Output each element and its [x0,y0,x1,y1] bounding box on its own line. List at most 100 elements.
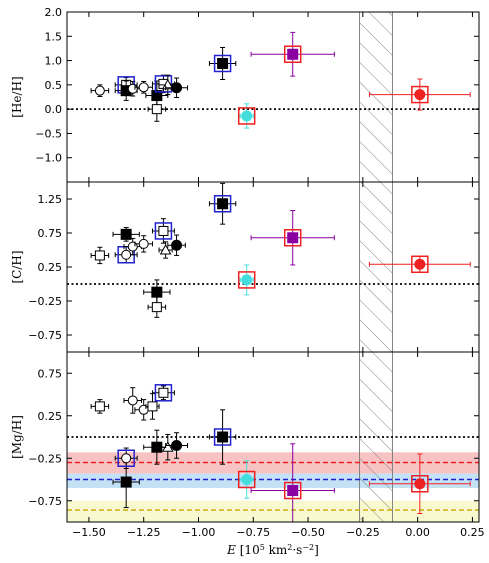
y-tick-label: 1.5 [45,30,63,43]
panel-plot-area [67,352,479,522]
marker-open-circle [138,238,149,249]
data-point [151,384,175,402]
marker-filled-square [217,198,229,210]
marker-filled-circle [241,110,253,122]
y-tick-label: −0.75 [28,329,62,342]
data-point [250,31,335,77]
data-point [112,227,140,242]
data-point [134,235,153,253]
y-tick-label: −0.75 [28,495,62,508]
marker-filled-circle [414,258,426,270]
x-tick-label: −0.25 [346,526,380,539]
marker-filled-circle [171,82,183,94]
x-tick-label: −1.25 [127,526,161,539]
y-axis-label: [C/H] [10,250,24,283]
x-tick-label: −0.50 [291,526,325,539]
y-tick-label: 0.75 [38,227,63,240]
marker-open-circle [121,249,132,260]
x-tick-label: 0.25 [460,526,485,539]
marker-open-circle [94,85,105,96]
data-point [208,46,237,81]
x-tick-label: −1.50 [72,526,106,539]
data-point [250,210,335,266]
y-tick-label: 0.5 [45,79,63,92]
marker-open-square [158,387,169,398]
y-tick-label: −0.5 [35,127,62,140]
marker-open-triangle [159,243,172,255]
marker-filled-square [151,286,163,298]
marker-filled-circle [414,89,426,101]
marker-open-square [147,401,158,412]
y-tick-label: 0.25 [38,410,63,423]
highlight-box [117,449,135,467]
panel-2: −0.75 −0.25 0.25 0.75 [Mg/H] [10,351,480,523]
highlight-box [237,107,256,125]
y-tick-label: 0.75 [38,367,63,380]
marker-filled-square [120,228,132,240]
marker-filled-square [120,476,132,488]
highlight-box [237,470,256,489]
data-point [165,432,189,459]
y-axis-label: [Mg/H] [10,415,24,459]
marker-open-square [158,225,169,236]
hatched-band [359,12,393,182]
highlight-box [283,481,302,500]
highlight-box [213,195,232,213]
highlight-box [283,229,302,247]
data-point [368,453,471,514]
y-axis-label: [He/H] [10,76,24,117]
marker-open-circle [138,82,149,93]
data-point [158,241,173,259]
data-point [237,103,256,129]
highlight-box [411,475,429,493]
y-tick-label: 0.25 [38,261,63,274]
marker-filled-square [217,57,229,69]
highlight-box [411,85,429,104]
data-point [147,296,167,318]
x-tick-label: −1.00 [182,526,216,539]
x-axis-label: E [105 km2·s−2] [226,543,319,557]
panel-plot-area [67,12,479,182]
marker-filled-square [287,232,299,244]
highlight-box [237,271,256,289]
marker-filled-circle [171,440,183,451]
data-point [145,393,160,420]
data-point [151,74,175,94]
marker-filled-circle [171,239,183,251]
highlight-box [154,384,173,402]
y-tick-label: −0.25 [28,452,62,465]
data-point [167,234,186,256]
data-point [123,387,143,414]
panel-1: −0.75 −0.25 0.25 0.75 1.25 [C/H] [10,181,480,353]
data-point [237,264,256,296]
data-point [208,182,237,225]
marker-filled-circle [241,274,253,286]
data-point [114,447,138,469]
marker-filled-square [287,485,299,497]
y-tick-label: 0.0 [45,103,63,116]
highlight-box [283,45,302,64]
x-tick-label: −0.75 [236,526,270,539]
highlight-box [154,75,173,93]
data-point [90,246,110,265]
data-point [208,409,237,465]
data-point [151,218,175,244]
y-tick-label: 1.0 [45,55,63,68]
marker-open-circle [127,83,138,94]
highlight-box [411,255,429,274]
marker-open-square [94,401,105,412]
marker-open-circle [127,395,138,406]
panel-plot-area [67,182,479,352]
data-point [147,96,167,122]
data-point [90,399,110,414]
marker-open-square [151,302,162,313]
data-point [368,255,471,274]
x-tick-label: 0.00 [405,526,430,539]
highlight-box [213,54,232,73]
marker-open-square [151,104,162,115]
hatched-band [359,182,393,352]
highlight-box [154,222,173,240]
marker-open-circle [121,453,132,464]
panel-0: −1.0 −0.5 0.0 0.5 1.0 1.5 2.0 [He/H] [10,6,480,183]
